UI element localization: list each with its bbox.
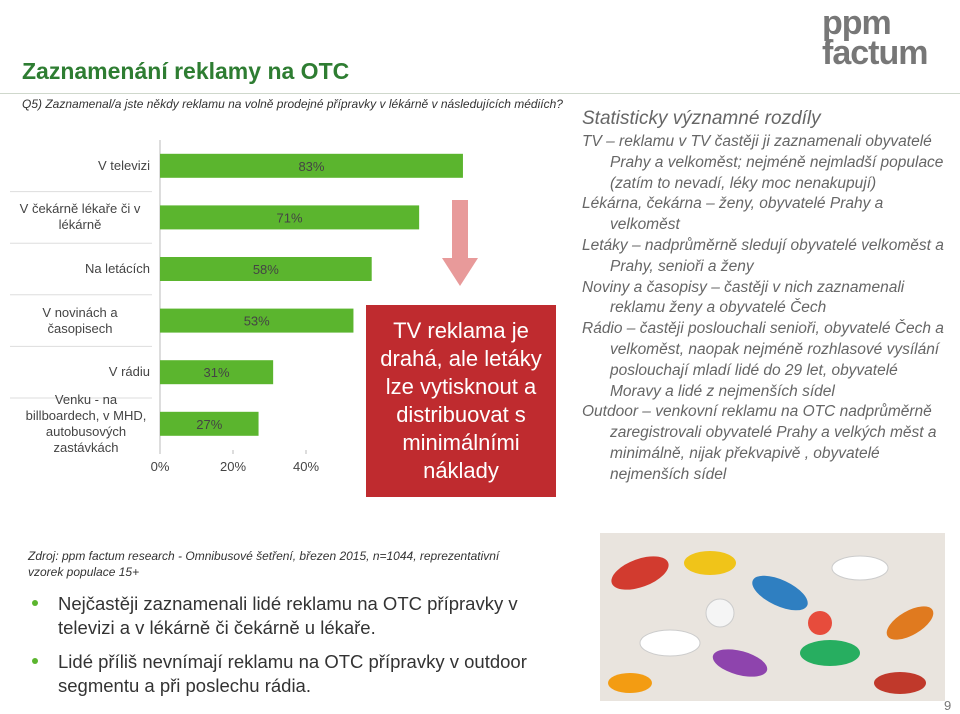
bullet-item: Nejčastěji zaznamenali lidé reklamu na O… bbox=[32, 592, 552, 640]
logo-text: ppm bbox=[822, 4, 892, 42]
value-label: 83% bbox=[298, 159, 324, 174]
x-tick-label: 20% bbox=[220, 459, 246, 474]
x-tick-label: 0% bbox=[151, 459, 170, 474]
difference-item: TV – reklamu v TV častěji ji zaznamenali… bbox=[582, 133, 944, 192]
x-tick-label: 40% bbox=[293, 459, 319, 474]
callout-box: TV reklama je drahá, ale letáky lze vyti… bbox=[366, 305, 556, 497]
value-label: 71% bbox=[277, 210, 303, 225]
difference-item: Outdoor – venkovní reklamu na OTC nadprů… bbox=[582, 403, 937, 483]
category-label-box: Na letácích bbox=[10, 243, 150, 295]
bar bbox=[160, 360, 274, 385]
bullet-text: Lidé příliš nevnímají reklamu na OTC pří… bbox=[58, 651, 527, 696]
category-label-box: V čekárně lékaře či v lékárně bbox=[10, 192, 150, 244]
differences-title: Statisticky významné rozdíly bbox=[582, 108, 821, 129]
logo: ppm factum bbox=[822, 4, 950, 72]
bullet-list: Nejčastěji zaznamenali lidé reklamu na O… bbox=[32, 592, 552, 708]
difference-item: Lékárna, čekárna – ženy, obyvatelé Prahy… bbox=[582, 195, 884, 234]
logo-text: factum bbox=[822, 34, 928, 72]
callout-text: TV reklama je drahá, ale letáky lze vyti… bbox=[380, 318, 542, 483]
bar bbox=[160, 153, 463, 178]
value-label: 53% bbox=[244, 314, 270, 329]
arrow bbox=[442, 200, 478, 286]
value-label: 31% bbox=[204, 365, 230, 380]
bar bbox=[160, 257, 372, 281]
difference-item: Noviny a časopisy – častěji v nich zazna… bbox=[582, 278, 905, 317]
value-label: 27% bbox=[196, 417, 222, 432]
source: Zdroj: ppm factum research - Omnibusové … bbox=[28, 549, 500, 579]
category-label-box: V novinách a časopisech bbox=[10, 295, 150, 347]
y-tick-label: V televizi bbox=[97, 157, 150, 173]
y-tick-label: Venku - na billboardech, v MHD, autobuso… bbox=[25, 391, 147, 455]
category-label-box: V televizi bbox=[10, 140, 150, 192]
value-label: 58% bbox=[253, 262, 279, 277]
differences: Statisticky významné rozdíly TV – reklam… bbox=[582, 108, 952, 486]
bullet-item: Lidé příliš nevnímají reklamu na OTC pří… bbox=[32, 650, 552, 698]
question: Q5) Zaznamenal/a jste někdy reklamu na v… bbox=[22, 97, 563, 111]
bullet-dot bbox=[32, 600, 38, 606]
divider bbox=[0, 93, 960, 94]
bullet-text: Nejčastěji zaznamenali lidé reklamu na O… bbox=[58, 593, 518, 638]
difference-item: Rádio – častěji poslouchali senioři, oby… bbox=[582, 320, 944, 400]
y-tick-label: V novinách a časopisech bbox=[42, 304, 118, 336]
page-number: 9 bbox=[944, 698, 952, 713]
chart: 0% 20% 40% 83% 71% 58% 53% 31% 27% bbox=[10, 140, 478, 474]
differences-list: TV – reklamu v TV častěji ji zaznamenali… bbox=[582, 132, 952, 486]
bullet-dot bbox=[32, 658, 38, 664]
difference-item: Letáky – nadprůměrně sledují obyvatelé v… bbox=[582, 236, 944, 275]
pills-image bbox=[600, 533, 945, 701]
y-tick-label: Na letácích bbox=[84, 260, 150, 276]
bar bbox=[160, 308, 354, 333]
slide-title: Zaznamenání reklamy na OTC bbox=[22, 58, 350, 84]
bar bbox=[160, 411, 259, 436]
category-label-box: Venku - na billboardech, v MHD, autobuso… bbox=[10, 392, 150, 455]
y-tick-label: V čekárně lékaře či v lékárně bbox=[19, 201, 141, 233]
category-label-box: V rádiu bbox=[10, 346, 150, 398]
bar bbox=[160, 205, 420, 230]
y-tick-label: V rádiu bbox=[108, 364, 150, 380]
